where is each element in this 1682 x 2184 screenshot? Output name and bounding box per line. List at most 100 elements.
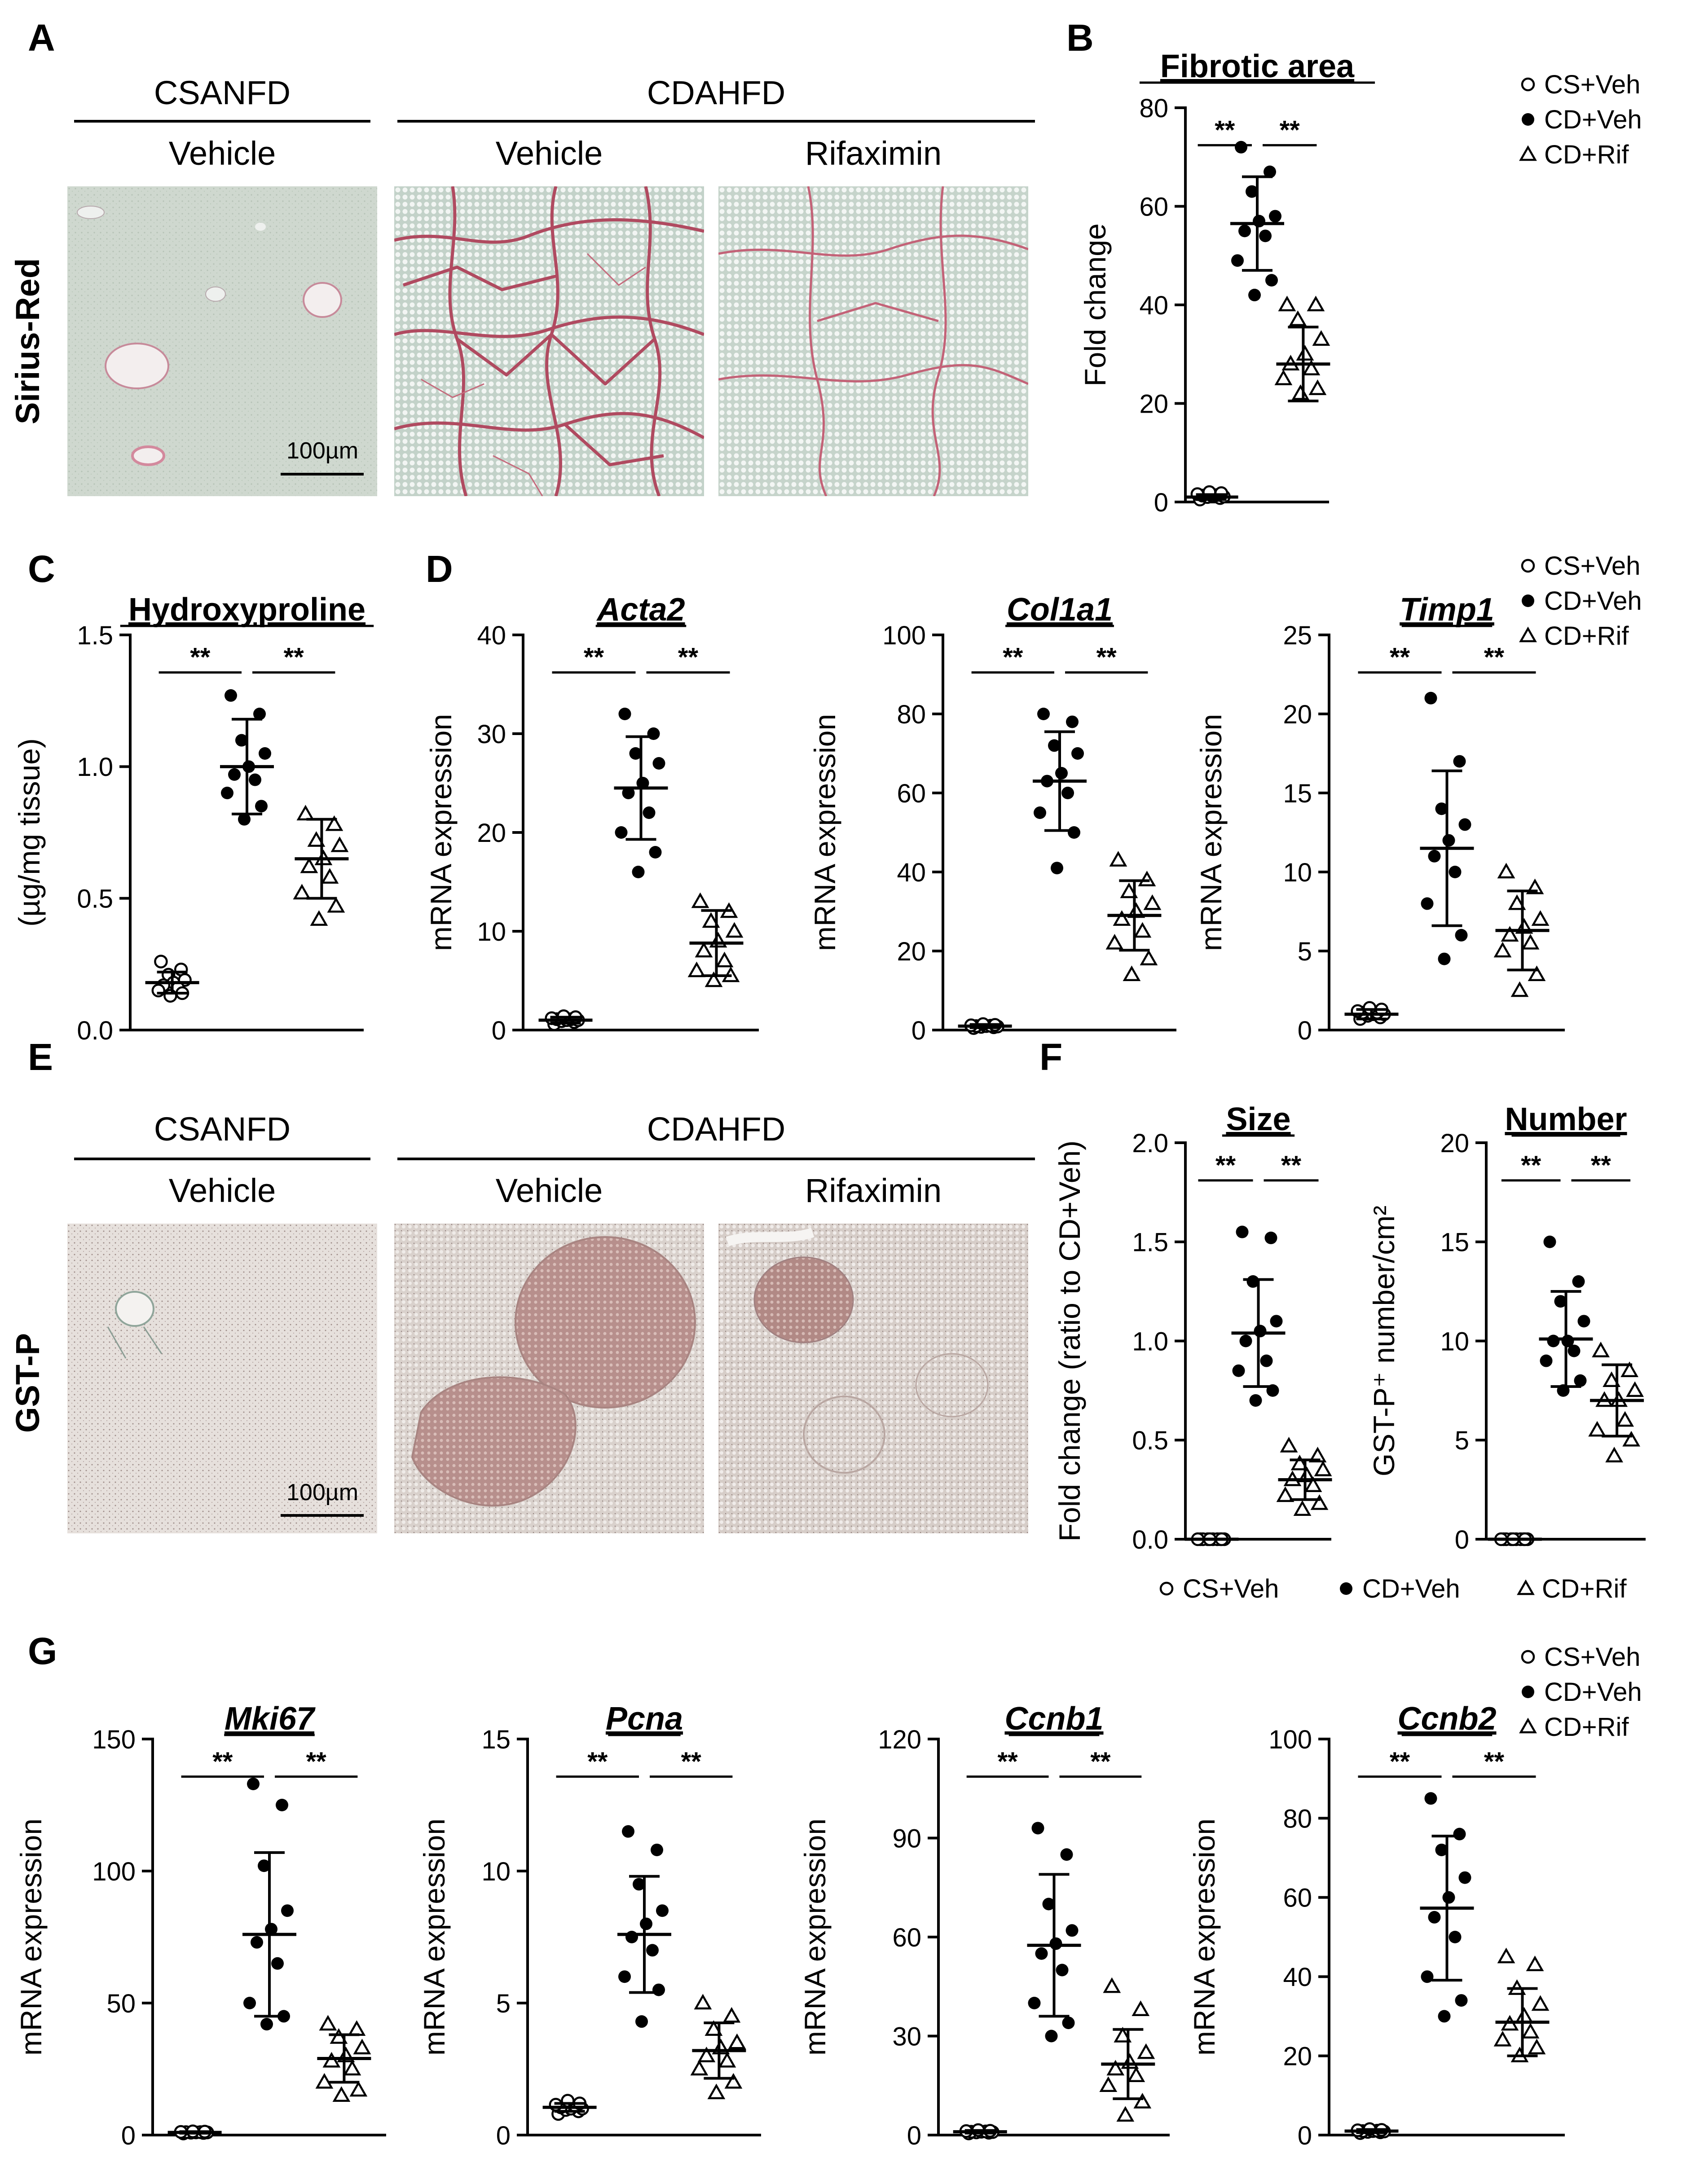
significance-label: ** bbox=[284, 643, 304, 672]
legend-label: CD+Rif bbox=[1544, 140, 1629, 169]
data-point bbox=[652, 757, 665, 770]
data-point bbox=[1528, 965, 1546, 982]
data-point bbox=[260, 2018, 273, 2031]
scale-bar-e bbox=[281, 1514, 364, 1517]
legend-marker bbox=[1522, 113, 1534, 126]
panel-label-g: G bbox=[28, 1630, 57, 1672]
y-tick-label: 90 bbox=[892, 1824, 921, 1853]
legend-label: CD+Rif bbox=[1544, 1713, 1629, 1742]
data-point bbox=[705, 2020, 723, 2036]
data-point bbox=[1577, 1315, 1590, 1328]
data-point bbox=[1304, 1476, 1322, 1493]
y-axis-label: (µg/mg tissue) bbox=[13, 738, 46, 926]
panel-label-f: F bbox=[1039, 1036, 1063, 1078]
y-tick-label: 2.0 bbox=[1132, 1129, 1168, 1158]
data-point bbox=[1248, 289, 1261, 302]
y-tick-label: 0.5 bbox=[77, 885, 113, 914]
data-point bbox=[652, 1983, 665, 1996]
y-tick-label: 100 bbox=[1268, 1725, 1312, 1754]
significance-label: ** bbox=[1090, 1747, 1111, 1776]
y-tick-label: 15 bbox=[481, 1725, 511, 1754]
data-point bbox=[1308, 1447, 1327, 1462]
significance-label: ** bbox=[1591, 1151, 1612, 1180]
data-point bbox=[235, 734, 248, 747]
data-point bbox=[622, 1825, 634, 1838]
data-point bbox=[635, 2015, 648, 2028]
data-point bbox=[332, 2086, 351, 2102]
significance-label: ** bbox=[1096, 643, 1117, 672]
data-point bbox=[1121, 2053, 1139, 2069]
y-tick-label: 5 bbox=[1298, 937, 1312, 966]
y-tick-label: 0 bbox=[1298, 1016, 1312, 1045]
y-tick-label: 0.0 bbox=[77, 1016, 113, 1045]
legend-label: CD+Veh bbox=[1544, 105, 1642, 134]
data-point bbox=[1116, 2106, 1135, 2122]
data-point bbox=[1428, 850, 1441, 863]
y-tick-label: 0 bbox=[1455, 1525, 1469, 1554]
chart-b: 0 20 40 60 80 Fold change Fibrotic area ** ** bbox=[1079, 48, 1375, 517]
legend-d: CS+Veh CD+Veh CD+Rif bbox=[1519, 551, 1642, 651]
data-point bbox=[1048, 739, 1061, 752]
data-point bbox=[1296, 345, 1314, 361]
data-point bbox=[1140, 950, 1158, 965]
data-point bbox=[353, 2039, 371, 2055]
data-point bbox=[690, 2060, 709, 2076]
significance-label: ** bbox=[1280, 115, 1300, 145]
data-point bbox=[1289, 310, 1307, 326]
data-point bbox=[1278, 295, 1296, 312]
data-point bbox=[163, 989, 177, 1003]
header-rule-cdahfd-e bbox=[397, 1158, 1035, 1160]
y-tick-label: 5 bbox=[1455, 1426, 1469, 1455]
y-tick-label: 60 bbox=[1139, 192, 1168, 221]
data-point bbox=[1280, 1436, 1298, 1453]
data-point bbox=[321, 868, 339, 884]
data-point bbox=[1312, 330, 1330, 346]
data-point bbox=[300, 857, 318, 873]
data-point bbox=[1605, 1447, 1623, 1462]
chart-f1: 0.0 0.5 1.0 1.5 2.0 Fold change (ratio to CD+… bbox=[1053, 1101, 1332, 1554]
data-point bbox=[702, 912, 720, 928]
data-point bbox=[1238, 225, 1251, 238]
data-point bbox=[1455, 1994, 1468, 2007]
micrograph-sirius-cdahfd-rifaximin bbox=[718, 186, 1028, 496]
data-point bbox=[251, 1936, 263, 1949]
y-tick-label: 50 bbox=[106, 1989, 136, 2018]
header-rule-cdahfd-a bbox=[397, 120, 1035, 123]
data-point bbox=[1127, 2066, 1145, 2082]
header-rifaximin-a: Rifaximin bbox=[805, 135, 942, 172]
data-point bbox=[1616, 1411, 1634, 1427]
data-point bbox=[259, 747, 271, 760]
significance-label: ** bbox=[212, 1747, 233, 1776]
data-point bbox=[1137, 2043, 1155, 2059]
significance-label: ** bbox=[681, 1747, 702, 1776]
data-point bbox=[629, 747, 642, 760]
y-tick-label: 10 bbox=[1440, 1327, 1469, 1356]
chart-title: Ccnb1 bbox=[1004, 1701, 1103, 1737]
legend-marker bbox=[1519, 1717, 1537, 1734]
data-point bbox=[1449, 1931, 1462, 1943]
data-point bbox=[1061, 787, 1074, 799]
legend-label: CS+Veh bbox=[1544, 1642, 1640, 1672]
data-point bbox=[1232, 1364, 1245, 1377]
legend-b: CS+Veh CD+Veh CD+Rif bbox=[1519, 70, 1642, 169]
data-point bbox=[718, 2052, 736, 2068]
panel-label-b: B bbox=[1066, 17, 1094, 59]
legend-marker bbox=[1521, 1650, 1535, 1664]
legend-marker bbox=[1340, 1582, 1352, 1595]
chart-title: Size bbox=[1226, 1101, 1290, 1137]
y-tick-label: 60 bbox=[1283, 1884, 1312, 1913]
data-point bbox=[1592, 1342, 1610, 1357]
data-point bbox=[1314, 1460, 1332, 1476]
data-point bbox=[1066, 715, 1079, 728]
data-point bbox=[1493, 2030, 1512, 2047]
y-tick-label: 20 bbox=[1139, 389, 1168, 418]
legend-label: CD+Veh bbox=[1362, 1574, 1460, 1603]
y-tick-label: 15 bbox=[1440, 1228, 1469, 1257]
data-point bbox=[656, 1904, 669, 1917]
chart-title: Mki67 bbox=[225, 1701, 316, 1737]
data-point bbox=[1572, 1275, 1585, 1288]
data-point bbox=[255, 800, 268, 813]
data-point bbox=[1442, 834, 1455, 847]
data-point bbox=[154, 955, 168, 969]
data-point bbox=[722, 2007, 741, 2023]
